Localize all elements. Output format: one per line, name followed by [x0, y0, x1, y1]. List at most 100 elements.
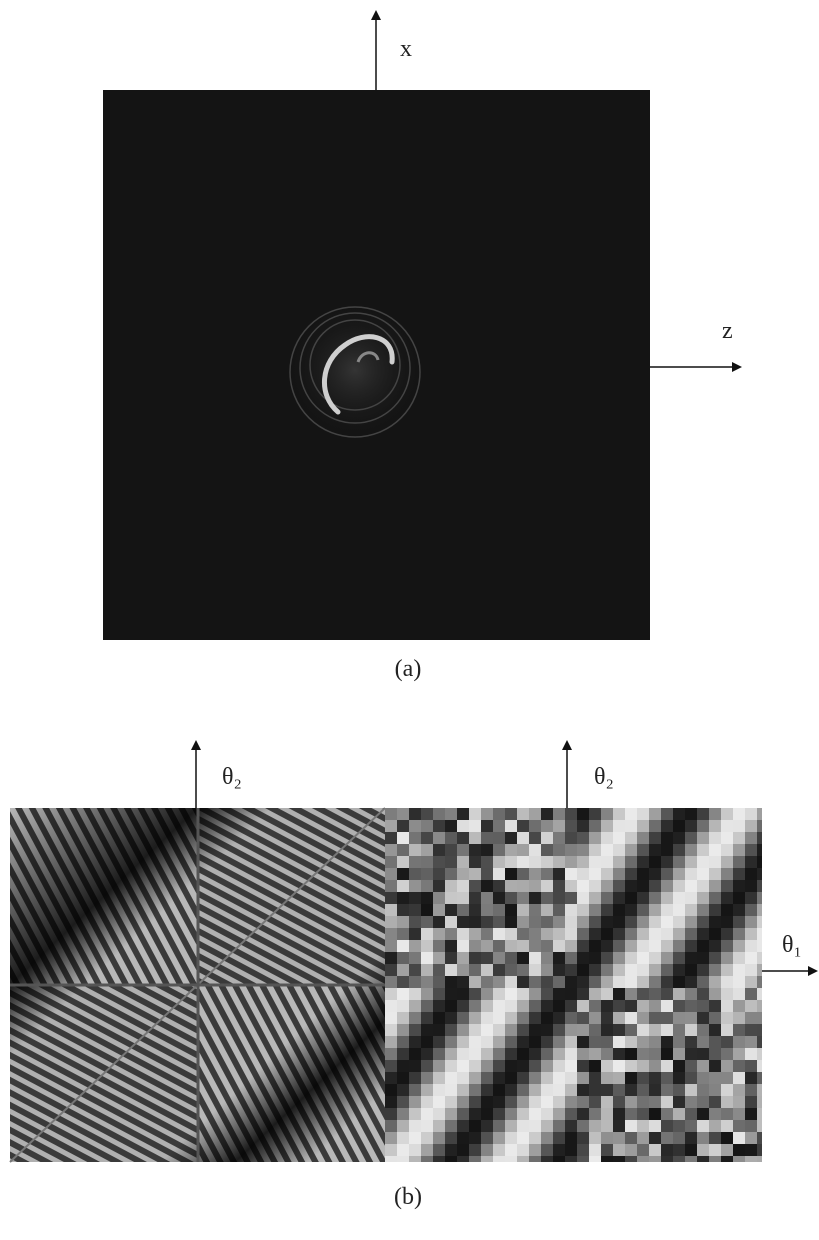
phase-cell	[481, 1024, 493, 1036]
phase-cell	[445, 976, 457, 988]
phase-cell	[565, 964, 577, 976]
phase-cell	[589, 1132, 601, 1144]
phase-cell	[553, 832, 565, 844]
phase-cell	[649, 1012, 661, 1024]
phase-cell	[409, 1108, 421, 1120]
phase-cell	[553, 904, 565, 916]
phase-cell	[673, 928, 685, 940]
phase-cell	[565, 1096, 577, 1108]
phase-cell	[457, 964, 469, 976]
phase-cell	[565, 1072, 577, 1084]
phase-cell	[409, 1084, 421, 1096]
phase-cell	[553, 1084, 565, 1096]
phase-cell	[397, 892, 409, 904]
phase-cell	[541, 1144, 553, 1156]
phase-cell	[649, 976, 661, 988]
phase-cell	[721, 1048, 733, 1060]
phase-cell	[697, 1060, 709, 1072]
phase-cell	[757, 988, 762, 1000]
phase-cell	[529, 892, 541, 904]
phase-cell	[385, 1000, 397, 1012]
phase-cell	[661, 1072, 673, 1084]
phase-cell	[457, 904, 469, 916]
phase-cell	[625, 904, 637, 916]
phase-cell	[637, 1000, 649, 1012]
phase-cell	[649, 988, 661, 1000]
phase-cell	[565, 940, 577, 952]
phase-cell	[421, 1000, 433, 1012]
phase-cell	[433, 964, 445, 976]
phase-cell	[397, 808, 409, 820]
phase-cell	[637, 976, 649, 988]
phase-cell	[469, 928, 481, 940]
phase-cell	[649, 1156, 661, 1162]
phase-cell	[445, 1060, 457, 1072]
phase-cell	[529, 808, 541, 820]
axis-label: θ₂	[222, 764, 242, 790]
phase-cell	[601, 904, 613, 916]
phase-cell	[553, 820, 565, 832]
phase-cell	[601, 964, 613, 976]
phase-cell	[625, 988, 637, 1000]
phase-cell	[565, 820, 577, 832]
phase-cell	[553, 1012, 565, 1024]
phase-cell	[601, 952, 613, 964]
phase-cell	[733, 1096, 745, 1108]
phase-cell	[421, 964, 433, 976]
phase-cell	[397, 988, 409, 1000]
phase-cell	[613, 1156, 625, 1162]
phase-cell	[685, 1132, 697, 1144]
phase-cell	[469, 952, 481, 964]
phase-cell	[673, 1000, 685, 1012]
phase-cell	[625, 1156, 637, 1162]
phase-cell	[709, 988, 721, 1000]
phase-cell	[421, 976, 433, 988]
phase-cell	[517, 832, 529, 844]
phase-cell	[421, 952, 433, 964]
phase-cell	[697, 964, 709, 976]
phase-cell	[565, 952, 577, 964]
phase-cell	[457, 1060, 469, 1072]
phase-cell	[721, 1096, 733, 1108]
phase-cell	[553, 856, 565, 868]
phase-cell	[673, 892, 685, 904]
phase-cell	[529, 1108, 541, 1120]
phase-cell	[733, 1144, 745, 1156]
phase-cell	[481, 1108, 493, 1120]
phase-cell	[529, 844, 541, 856]
phase-cell	[469, 880, 481, 892]
phase-cell	[637, 1156, 649, 1162]
phase-cell	[517, 1048, 529, 1060]
phase-cell	[721, 940, 733, 952]
phase-cell	[565, 904, 577, 916]
phase-cell	[721, 904, 733, 916]
phase-cell	[697, 856, 709, 868]
phase-cell	[517, 1156, 529, 1162]
phase-cell	[733, 1036, 745, 1048]
phase-cell	[733, 1012, 745, 1024]
phase-cell	[685, 1108, 697, 1120]
phase-cell	[625, 1024, 637, 1036]
phase-cell	[397, 904, 409, 916]
phase-cell	[541, 904, 553, 916]
phase-cell	[541, 940, 553, 952]
phase-cell	[673, 1060, 685, 1072]
phase-cell	[541, 1132, 553, 1144]
phase-cell	[445, 928, 457, 940]
phase-cell	[529, 1000, 541, 1012]
phase-cell	[433, 1072, 445, 1084]
phase-cell	[493, 1036, 505, 1048]
phase-cell	[445, 964, 457, 976]
phase-cell	[625, 1072, 637, 1084]
phase-cell	[445, 1144, 457, 1156]
phase-cell	[385, 1108, 397, 1120]
phase-cell	[721, 988, 733, 1000]
phase-cell	[565, 808, 577, 820]
phase-cell	[445, 988, 457, 1000]
phase-cell	[733, 1024, 745, 1036]
phase-cell	[385, 1120, 397, 1132]
phase-cell	[385, 916, 397, 928]
phase-cell	[577, 868, 589, 880]
phase-cell	[529, 904, 541, 916]
phase-cell	[589, 1024, 601, 1036]
